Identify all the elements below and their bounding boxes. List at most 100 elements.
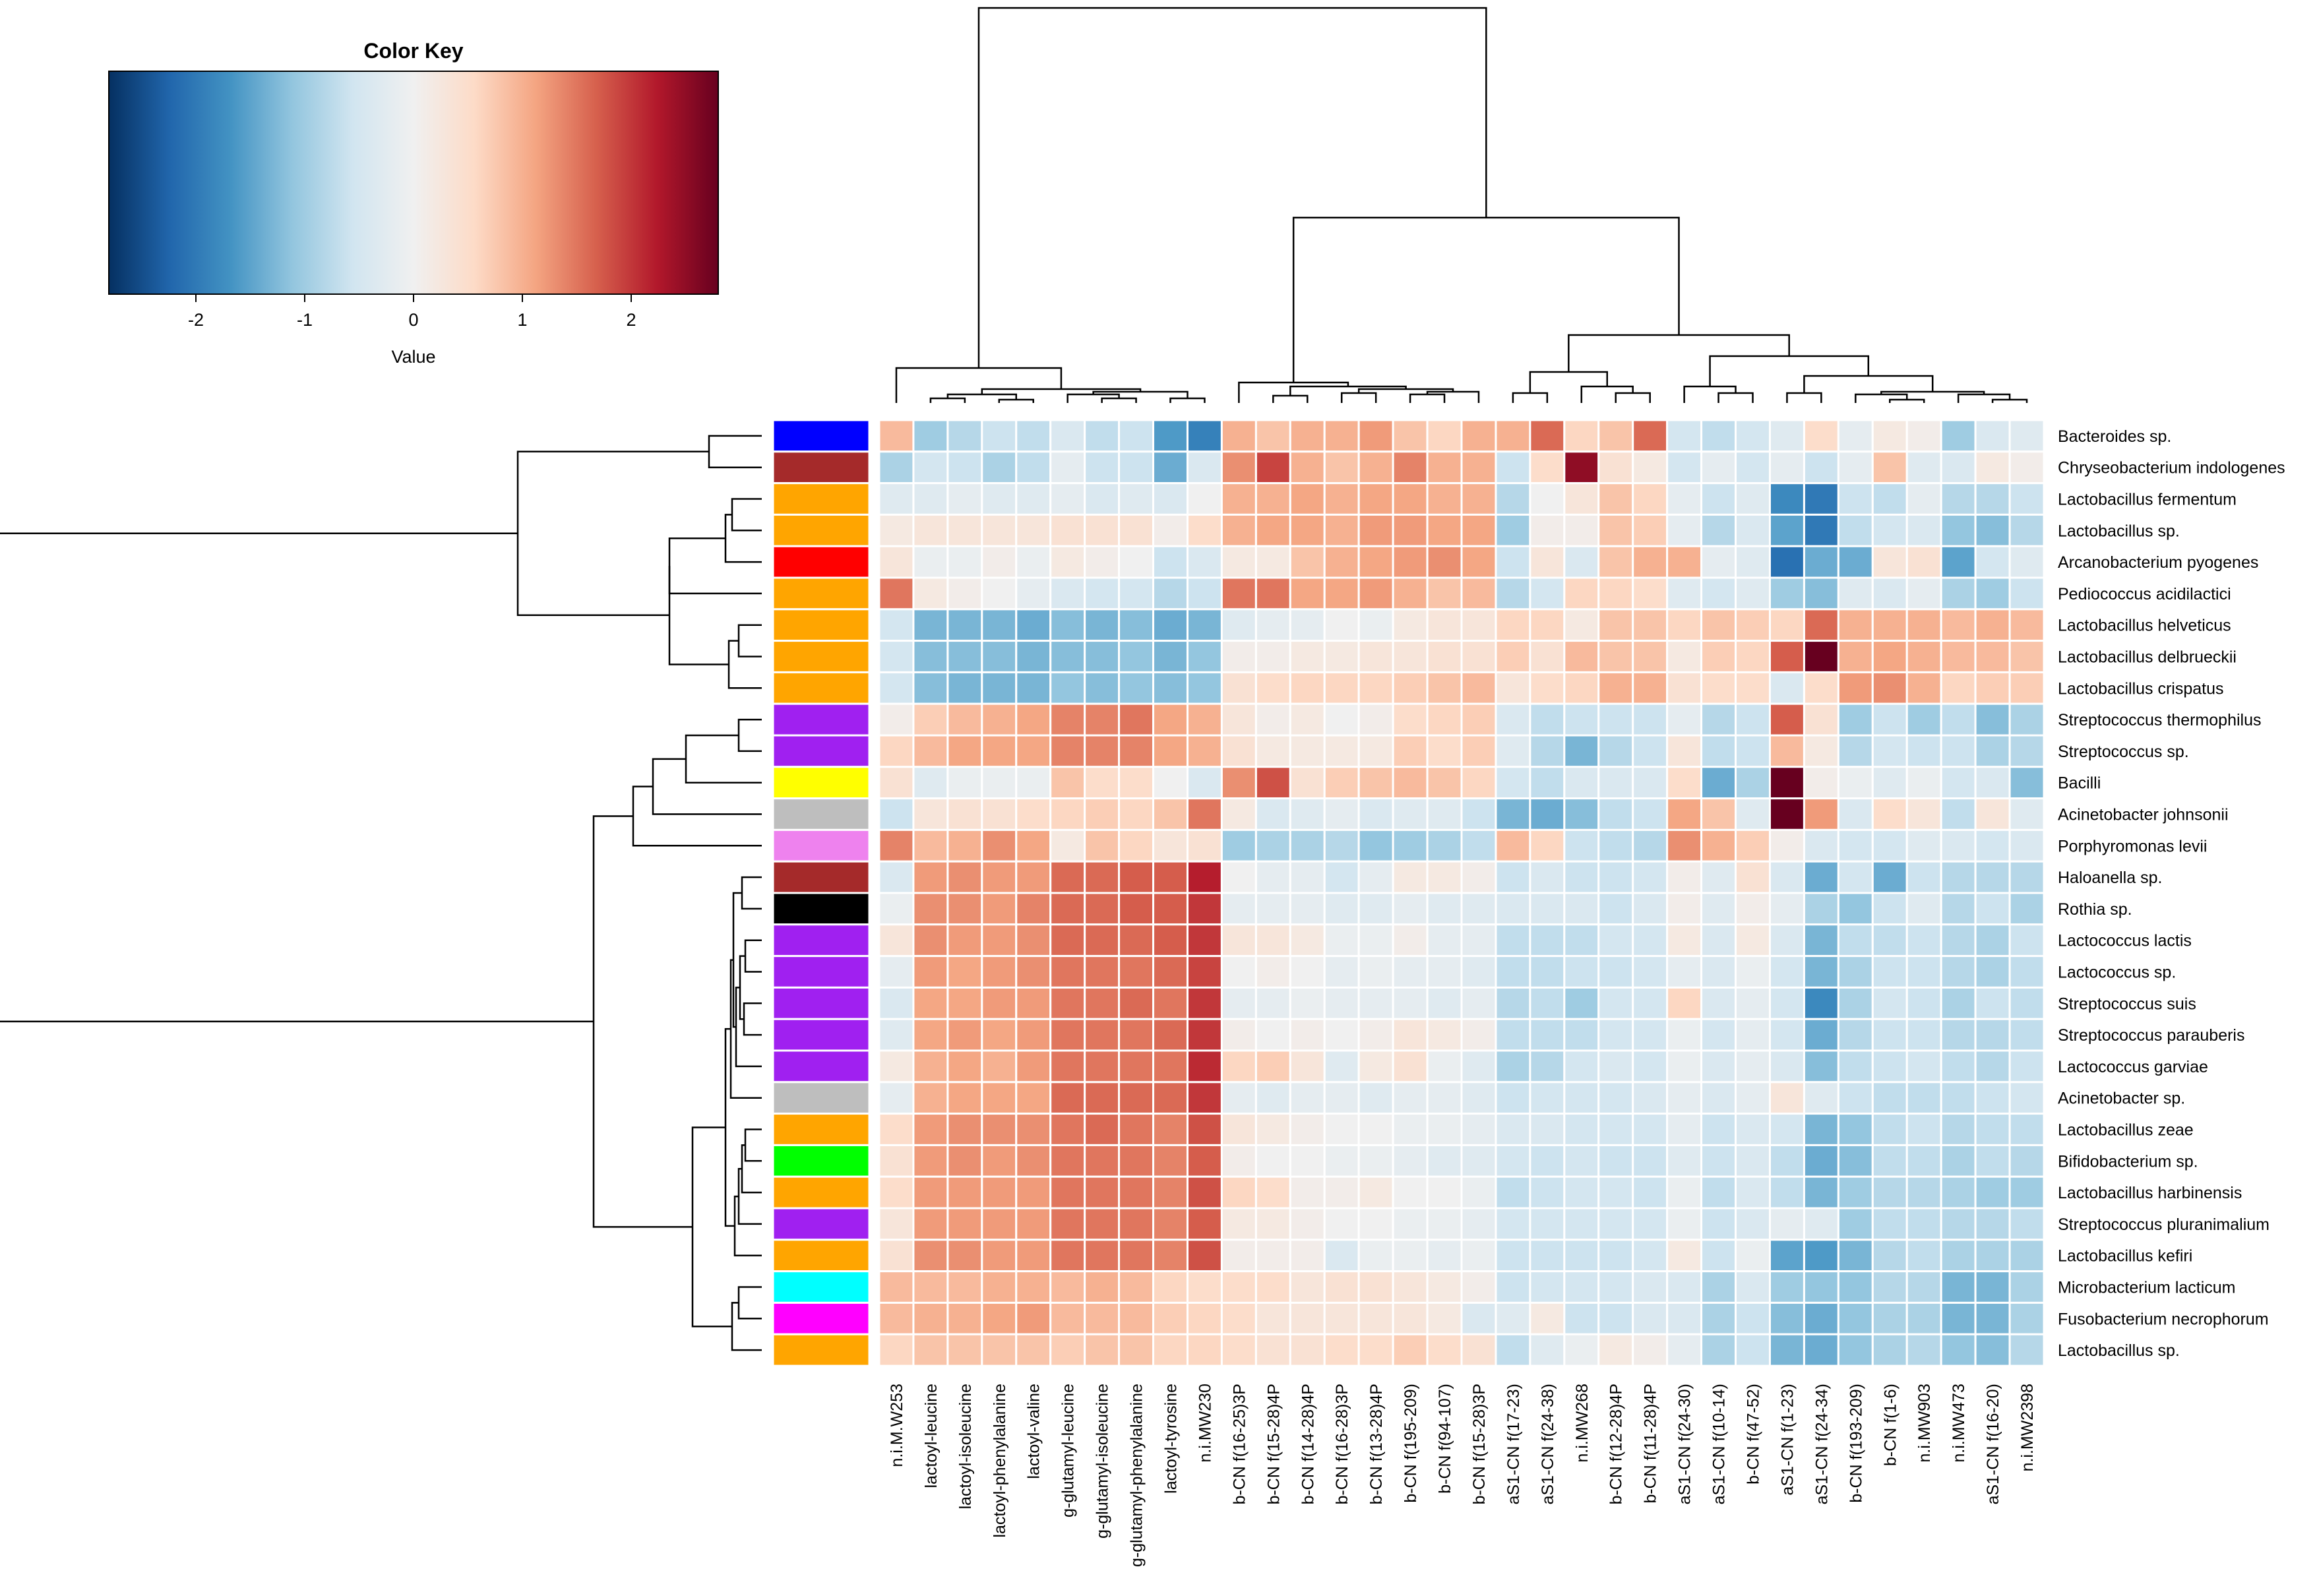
heatmap-cell — [1666, 608, 1703, 642]
heatmap-cell — [1186, 986, 1223, 1020]
heatmap-cell — [1049, 1301, 1086, 1335]
heatmap-cell — [1735, 576, 1771, 611]
heatmap-cell — [1049, 734, 1086, 768]
heatmap-cell — [1768, 576, 1805, 611]
heatmap-cell — [1529, 828, 1566, 863]
row-side-color — [772, 1175, 871, 1210]
row-side-color — [772, 640, 871, 673]
row-dendrogram-link — [741, 876, 762, 910]
heatmap-cell — [1426, 1049, 1463, 1084]
heatmap-cell — [1118, 892, 1155, 926]
heatmap-cell — [1118, 640, 1155, 673]
row-dendrogram — [0, 435, 762, 1351]
heatmap-cell — [1289, 513, 1326, 547]
heatmap-cell — [1495, 702, 1531, 737]
heatmap-cell — [1837, 1113, 1874, 1146]
heatmap-cell — [912, 1113, 949, 1146]
heatmap-cell — [1186, 955, 1223, 989]
heatmap-cell — [1871, 1049, 1908, 1084]
heatmap-cell — [1460, 1113, 1497, 1146]
heatmap-cell — [1220, 892, 1257, 926]
heatmap-cell — [1666, 1081, 1703, 1115]
heatmap-cell — [1186, 734, 1223, 768]
heatmap-cell — [912, 892, 949, 926]
heatmap-cell — [1289, 419, 1326, 453]
heatmap-cell — [1254, 923, 1291, 958]
row-side-color — [772, 1018, 871, 1052]
heatmap-cell — [1357, 1301, 1394, 1335]
heatmap-cell — [1495, 797, 1531, 831]
column-label: b-CN f(14-28)4P — [1299, 1384, 1317, 1504]
heatmap-cell — [1529, 955, 1566, 989]
heatmap-cell — [1597, 545, 1634, 579]
heatmap-cell — [1632, 1049, 1669, 1084]
heatmap-cell — [1357, 419, 1394, 453]
heatmap-cell — [981, 1049, 1018, 1084]
color-key-xlabel: Value — [391, 347, 435, 367]
heatmap-cell — [1460, 702, 1497, 737]
heatmap-cell — [1632, 671, 1669, 705]
heatmap-cell — [1735, 608, 1771, 642]
color-key-tick-label: 2 — [626, 310, 636, 330]
heatmap-cell — [1392, 1144, 1429, 1178]
heatmap-cell — [2008, 1239, 2045, 1273]
heatmap-cell — [1015, 1207, 1052, 1241]
heatmap-cell — [1837, 482, 1874, 516]
heatmap-cell — [1940, 766, 1977, 800]
heatmap-cell — [1049, 1175, 1086, 1210]
heatmap-cell — [1015, 702, 1052, 737]
heatmap-cell — [1905, 545, 1942, 579]
heatmap-cell — [878, 640, 915, 673]
heatmap-cell — [1974, 1144, 2011, 1178]
heatmap-cell — [878, 1333, 915, 1367]
heatmap-cell — [1186, 671, 1223, 705]
heatmap-cell — [1940, 797, 1977, 831]
heatmap-cell — [1871, 1301, 1908, 1335]
heatmap-cell — [1392, 986, 1429, 1020]
heatmap-cell — [1460, 1239, 1497, 1273]
heatmap-cell — [1700, 734, 1737, 768]
heatmap-cell — [1974, 1049, 2011, 1084]
heatmap-cell — [1323, 860, 1360, 894]
heatmap-cell — [1049, 828, 1086, 863]
heatmap-cell — [1460, 766, 1497, 800]
heatmap-cell — [1015, 1081, 1052, 1115]
heatmap-cell — [1768, 545, 1805, 579]
heatmap-cell — [1666, 482, 1703, 516]
heatmap-cell — [1084, 892, 1121, 926]
heatmap-cell — [1905, 1144, 1942, 1178]
heatmap-cell — [1118, 986, 1155, 1020]
heatmap-cell — [1220, 860, 1257, 894]
heatmap-cell — [1049, 1333, 1086, 1367]
heatmap-cell — [1905, 1207, 1942, 1241]
heatmap-cell — [1152, 513, 1189, 547]
heatmap-cell — [1632, 1144, 1669, 1178]
heatmap-cell — [981, 1239, 1018, 1273]
heatmap-cell — [1460, 1144, 1497, 1178]
heatmap-cell — [1735, 1270, 1771, 1304]
column-dendrogram-link — [1991, 398, 2028, 403]
heatmap-cell — [1905, 923, 1942, 958]
color-key-tick-label: -2 — [188, 310, 204, 330]
heatmap-cell — [1632, 1333, 1669, 1367]
heatmap-cell — [946, 892, 983, 926]
heatmap-cell — [1700, 1207, 1737, 1241]
heatmap-cell — [1460, 513, 1497, 547]
heatmap-cell — [981, 892, 1018, 926]
heatmap-cell — [2008, 671, 2045, 705]
heatmap-cell — [946, 1081, 983, 1115]
heatmap-cell — [1940, 860, 1977, 894]
heatmap-cell — [1289, 986, 1326, 1020]
heatmap-cell — [1495, 1175, 1531, 1210]
heatmap-cell — [1289, 1301, 1326, 1335]
heatmap-cell — [1597, 513, 1634, 547]
heatmap-cell — [1803, 797, 1839, 831]
heatmap-cell — [1768, 860, 1805, 894]
heatmap-cell — [946, 1113, 983, 1146]
column-label: n.i.MW2398 — [2018, 1384, 2037, 1471]
row-label: Acinetobacter sp. — [2058, 1090, 2185, 1108]
heatmap-cell — [1323, 1270, 1360, 1304]
heatmap-cell — [1220, 608, 1257, 642]
row-side-color — [772, 860, 871, 894]
heatmap-cell — [981, 702, 1018, 737]
